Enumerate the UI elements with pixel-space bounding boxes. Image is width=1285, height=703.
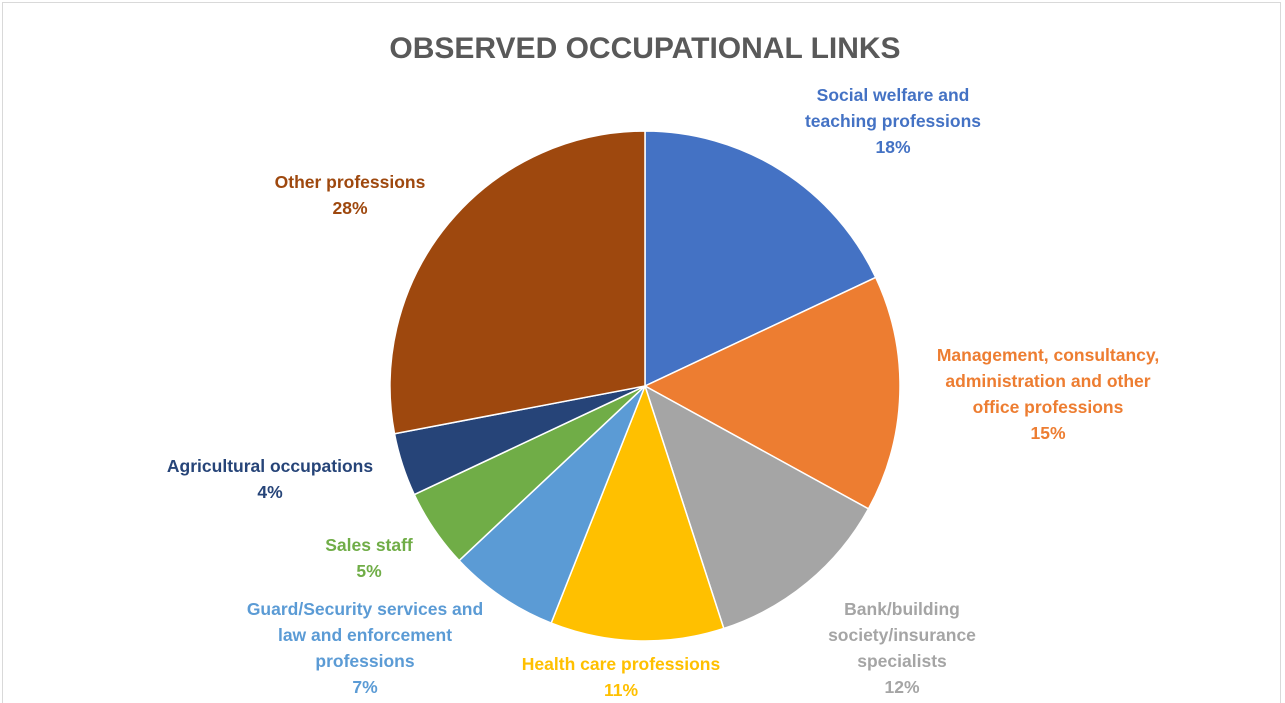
value-label: 15% <box>1030 423 1066 443</box>
category-label: Management, consultancy, administration … <box>936 345 1160 417</box>
data-label: Bank/building society/insurance speciali… <box>815 596 990 700</box>
value-label: 4% <box>257 482 283 502</box>
data-label: Agricultural occupations 4% <box>140 453 400 505</box>
pie-slice <box>643 384 870 630</box>
value-label: 12% <box>884 677 920 697</box>
data-label: Social welfare and teaching professions 1… <box>788 82 998 160</box>
pie-slice <box>644 130 877 388</box>
data-label: Guard/Security services and law and enfo… <box>240 596 490 700</box>
data-label: Health care professions 11% <box>491 651 751 703</box>
pie-slice <box>389 130 646 435</box>
chart-title: OBSERVED OCCUPATIONAL LINKS <box>389 32 900 65</box>
category-label: Other professions <box>274 172 426 192</box>
category-label: Health care professions <box>521 654 721 674</box>
pie-slice <box>458 385 646 625</box>
category-label: Social welfare and teaching professions <box>804 85 981 131</box>
data-label: Other professions 28% <box>250 169 450 221</box>
value-label: 5% <box>356 561 382 581</box>
category-label: Guard/Security services and law and enfo… <box>246 599 484 671</box>
pie-slice <box>643 276 901 510</box>
value-label: 18% <box>875 137 911 157</box>
category-label: Bank/building society/insurance speciali… <box>828 599 976 671</box>
value-label: 11% <box>603 680 639 700</box>
value-label: 7% <box>352 677 378 697</box>
data-label: Management, consultancy, administration … <box>923 342 1173 446</box>
value-label: 28% <box>332 198 368 218</box>
data-label: Sales staff 5% <box>309 532 429 584</box>
category-label: Agricultural occupations <box>166 456 374 476</box>
category-label: Sales staff <box>325 535 413 555</box>
pie-slice <box>550 383 725 642</box>
